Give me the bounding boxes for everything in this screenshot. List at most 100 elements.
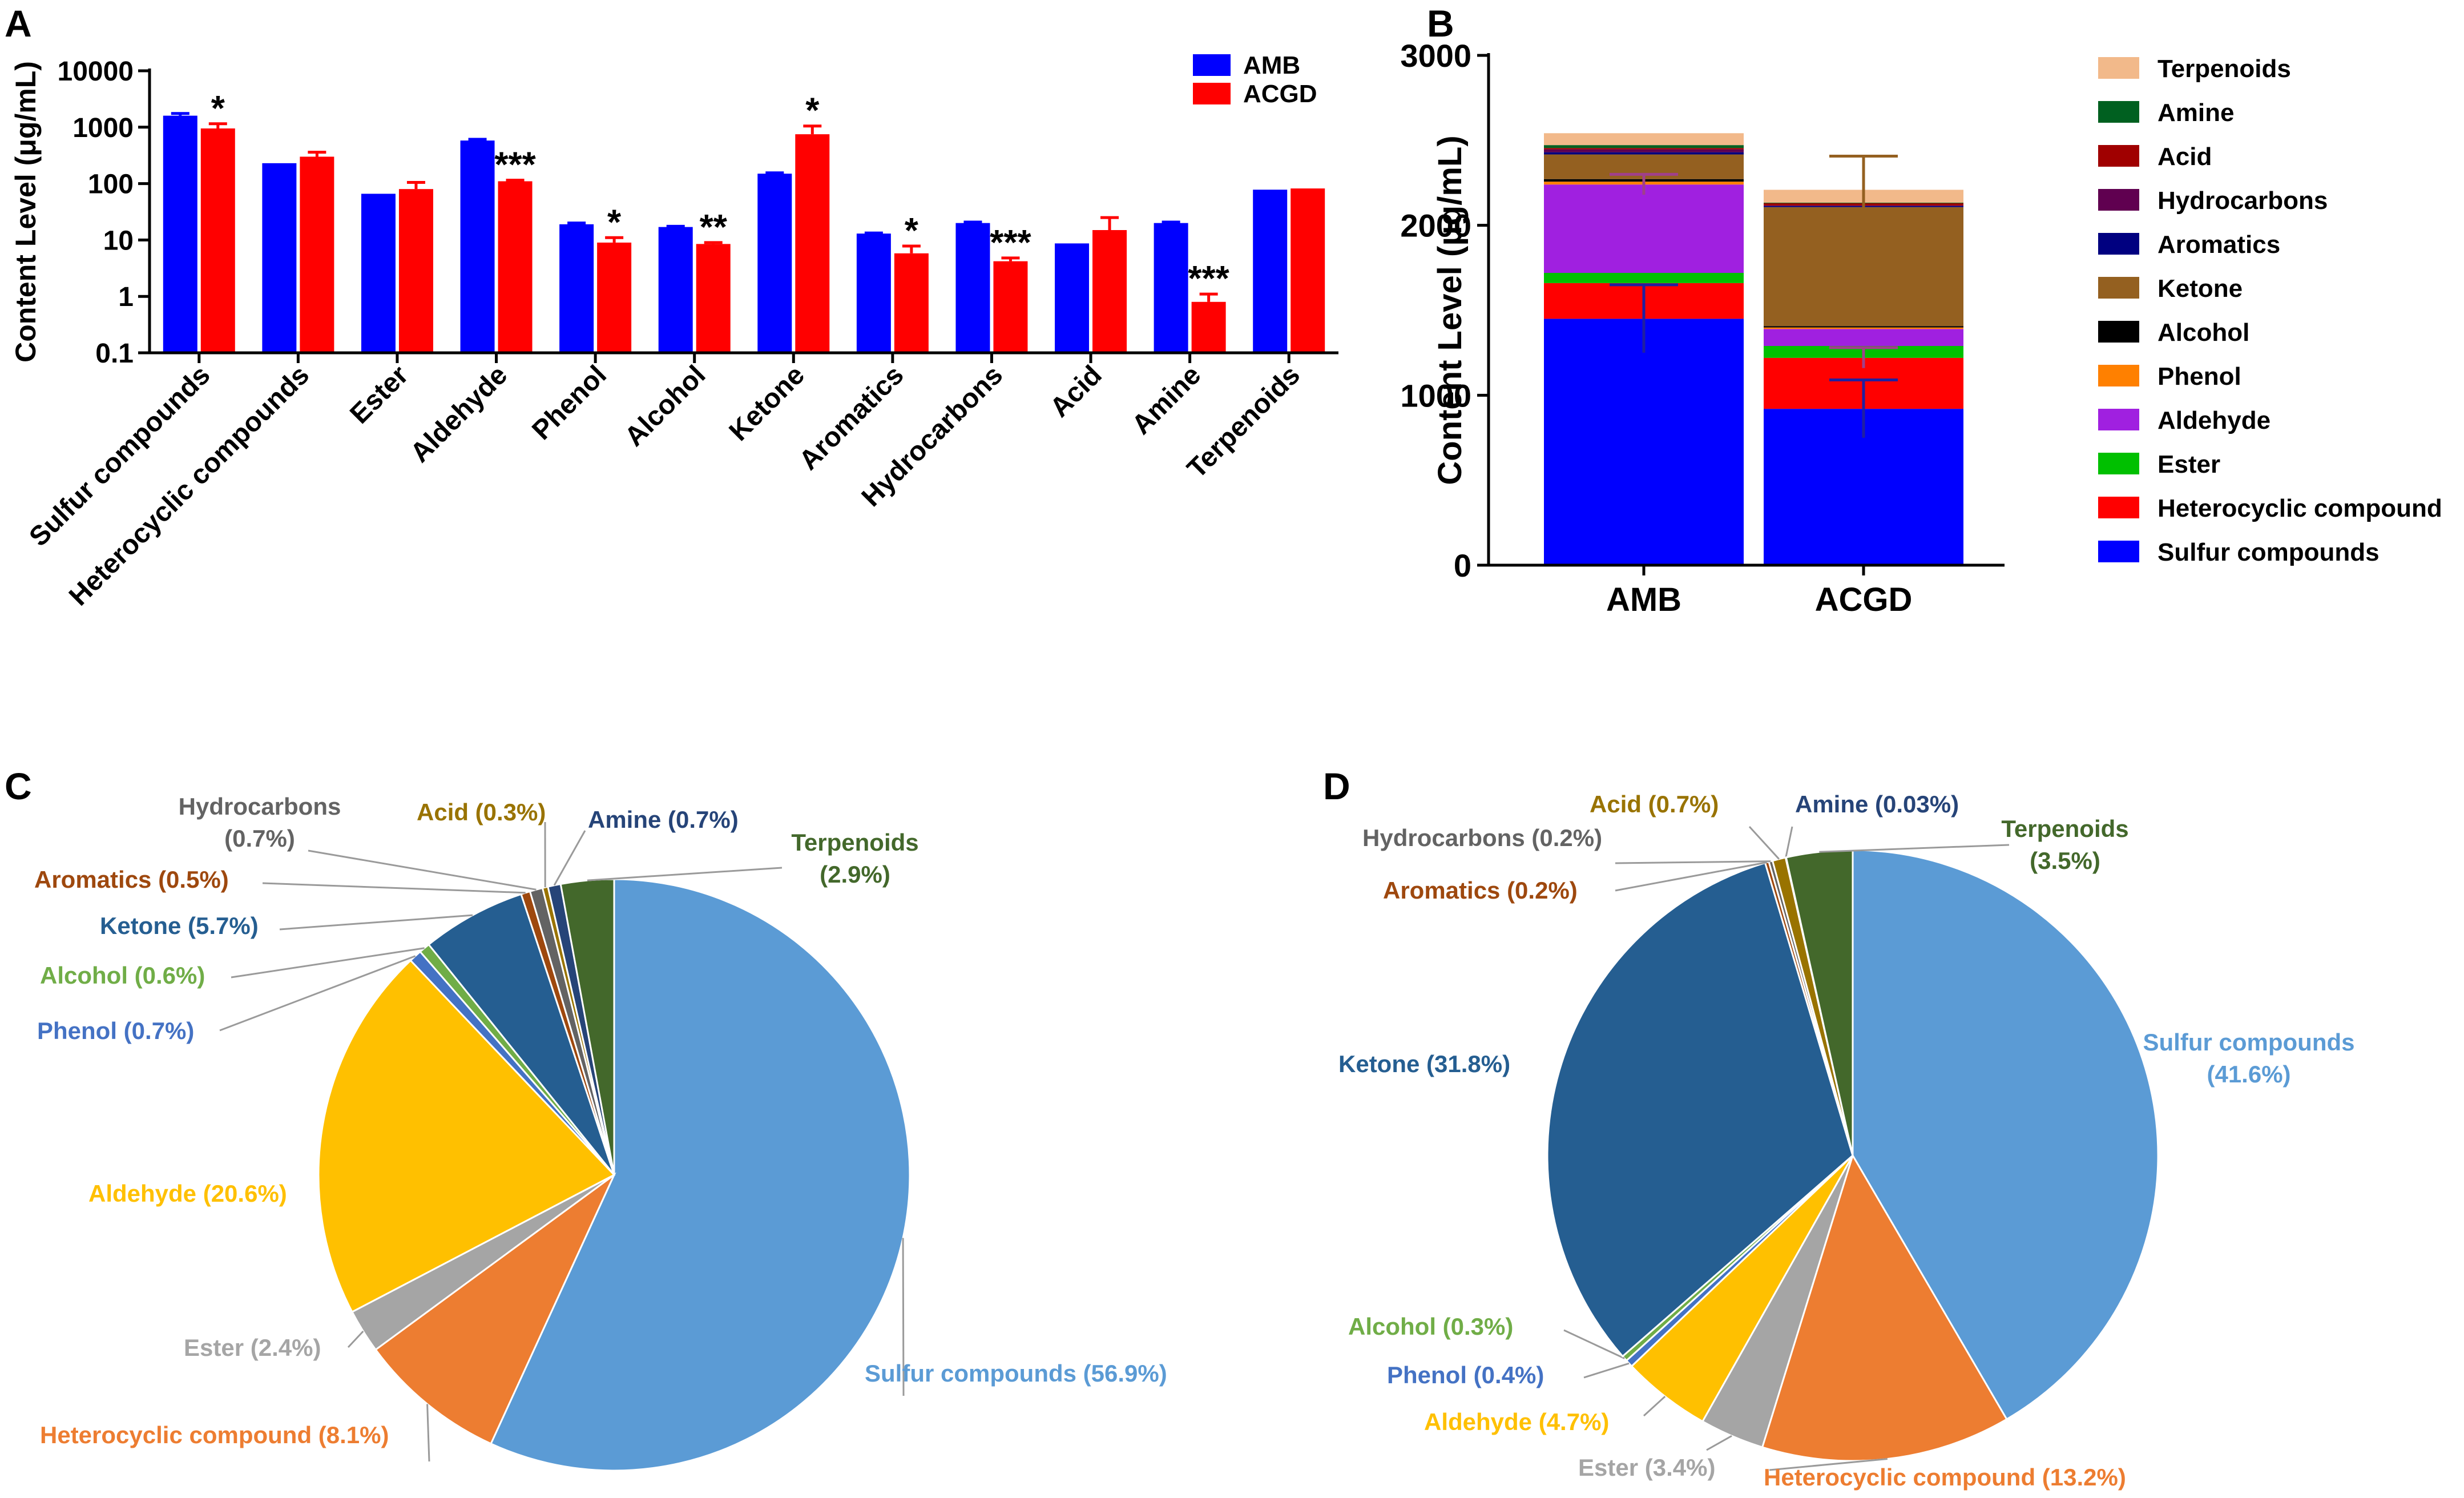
legend-label: Ester xyxy=(2157,450,2220,478)
panel-label-b: B xyxy=(1427,2,1454,45)
pie-label: Acid (0.3%) xyxy=(417,799,546,825)
legend-swatch-aldehyde xyxy=(2098,409,2139,430)
legend-label: Amine xyxy=(2157,99,2234,127)
stack-segment-amb-aldehyde xyxy=(1544,184,1744,273)
x-tick-label: Amine xyxy=(1126,360,1207,440)
legend-label: Heterocyclic compound xyxy=(2157,494,2442,522)
leader-line xyxy=(1615,861,1768,892)
leader-line xyxy=(426,1404,430,1462)
x-tick-label: Ester xyxy=(344,360,414,429)
significance-marker: * xyxy=(211,89,225,128)
stack-segment-amb-hydrocarbons xyxy=(1544,149,1744,152)
pie-label: Alcohol (0.6%) xyxy=(40,962,205,989)
legend-swatch xyxy=(1193,54,1231,76)
significance-marker: *** xyxy=(990,223,1031,263)
stack-segment-acgd-alcohol xyxy=(1764,326,1963,328)
panel-a: A 0.1 1 10 100 1000 10000 Content Level (μg/mL)… xyxy=(5,2,1338,611)
significance-marker: *** xyxy=(1188,259,1229,299)
stack-segment-acgd-aldehyde xyxy=(1764,329,1963,347)
bar-acgd-ester xyxy=(398,189,433,353)
pie-slice-aldehyde xyxy=(317,959,616,1314)
legend-swatch-aromatics xyxy=(2098,233,2139,255)
panel-label-d: D xyxy=(1323,765,1350,807)
pie-label: Aromatics (0.2%) xyxy=(1383,877,1578,904)
bar-amb-sulfur-compounds xyxy=(163,115,197,353)
pie-label: Ketone (5.7%) xyxy=(100,912,259,939)
x-tick-label: AMB xyxy=(1606,581,1681,618)
pie-label: Terpenoids (3.5%) xyxy=(2001,815,2128,874)
y-tick-label: 100 xyxy=(88,170,134,200)
stack-segment-amb-ester xyxy=(1544,273,1744,283)
pie-label: Ester (3.4%) xyxy=(1578,1454,1715,1481)
panel-label-c: C xyxy=(5,765,32,807)
leader-line xyxy=(347,1330,364,1348)
bar-acgd-acid xyxy=(1092,230,1127,353)
stack-segment-amb-aromatics xyxy=(1544,152,1744,155)
bar-acgd-phenol xyxy=(597,242,632,353)
significance-marker: ** xyxy=(700,208,728,247)
legend-label: AMB xyxy=(1243,51,1300,79)
bar-acgd-aromatics xyxy=(894,253,929,353)
significance-marker: * xyxy=(905,211,919,251)
legend-label: Phenol xyxy=(2157,363,2241,390)
x-tick-label: Aldehyde xyxy=(405,360,513,468)
bar-amb-hydrocarbons xyxy=(955,223,990,353)
pie-slice-heterocyclic-compound xyxy=(374,1172,616,1445)
bar-acgd-alcohol xyxy=(696,244,731,353)
legend-swatch-heterocyclic-compound xyxy=(2098,497,2139,518)
bar-amb-aromatics xyxy=(856,233,891,353)
stack-segment-amb-terpenoids xyxy=(1544,133,1744,146)
bar-amb-phenol xyxy=(559,224,594,353)
x-tick-label: Alcohol xyxy=(619,360,712,452)
leader-line xyxy=(231,947,425,978)
panel-b: B 0 1000 2000 3000 Content Level (μg/mL) AMB AC… xyxy=(1400,2,2442,618)
leader-line xyxy=(1748,825,1780,860)
leader-line xyxy=(262,882,526,894)
bar-amb-terpenoids xyxy=(1253,190,1288,353)
pie-label: Acid (0.7%) xyxy=(1590,791,1719,818)
stack-segment-acgd-phenol xyxy=(1764,327,1963,329)
pie-label: Ester (2.4%) xyxy=(184,1334,321,1361)
legend-label: Sulfur compounds xyxy=(2157,538,2380,566)
pie-label: Sulfur compounds (41.6%) xyxy=(2143,1029,2355,1088)
leader-line xyxy=(1643,1395,1666,1417)
y-tick-label: 0 xyxy=(1454,547,1471,583)
x-tick-label: Acid xyxy=(1045,360,1108,423)
leader-line xyxy=(1583,1362,1630,1379)
legend-swatch-alcohol xyxy=(2098,321,2139,343)
pie-label: Amine (0.7%) xyxy=(588,806,739,833)
legend-swatch-ester xyxy=(2098,453,2139,474)
legend-swatch-amine xyxy=(2098,101,2139,123)
leader-line xyxy=(1819,844,2010,853)
significance-marker: *** xyxy=(494,146,536,185)
pie-slice-sulfur-compounds xyxy=(1852,849,2159,1421)
legend-swatch-hydrocarbons xyxy=(2098,189,2139,211)
pie-label: Alcohol (0.3%) xyxy=(1348,1313,1513,1340)
bar-amb-acid xyxy=(1055,243,1090,353)
stack-segment-amb-sulfur-compounds xyxy=(1544,319,1744,565)
panel-label-a: A xyxy=(5,2,32,45)
bar-acgd-heterocyclic-compounds xyxy=(300,156,334,353)
legend-label: Aromatics xyxy=(2157,231,2280,259)
legend-swatch xyxy=(1193,83,1231,104)
y-tick-label: 1000 xyxy=(72,113,134,143)
bar-amb-ketone xyxy=(757,174,792,353)
bar-acgd-sulfur-compounds xyxy=(200,128,235,353)
pie-label: Aromatics (0.5%) xyxy=(34,866,229,893)
bar-acgd-ketone xyxy=(795,134,830,353)
leader-line xyxy=(308,849,537,891)
bar-amb-amine xyxy=(1154,223,1188,353)
leader-line xyxy=(902,1238,905,1396)
legend-label: ACGD xyxy=(1243,80,1317,108)
legend-label: Hydrocarbons xyxy=(2157,187,2328,215)
legend-swatch-acid xyxy=(2098,145,2139,167)
x-tick-label: Sulfur compounds xyxy=(23,360,216,552)
pie-label: Aldehyde (20.6%) xyxy=(88,1180,287,1207)
stack-segment-amb-amine xyxy=(1544,145,1744,148)
significance-marker: * xyxy=(805,91,820,131)
y-tick-label: 2000 xyxy=(1400,208,1471,244)
bar-amb-aldehyde xyxy=(460,140,495,353)
y-axis-label: Content Level (μg/mL) xyxy=(10,61,42,363)
pie-label: Amine (0.03%) xyxy=(1795,791,1959,818)
bar-acgd-hydrocarbons xyxy=(993,261,1028,353)
